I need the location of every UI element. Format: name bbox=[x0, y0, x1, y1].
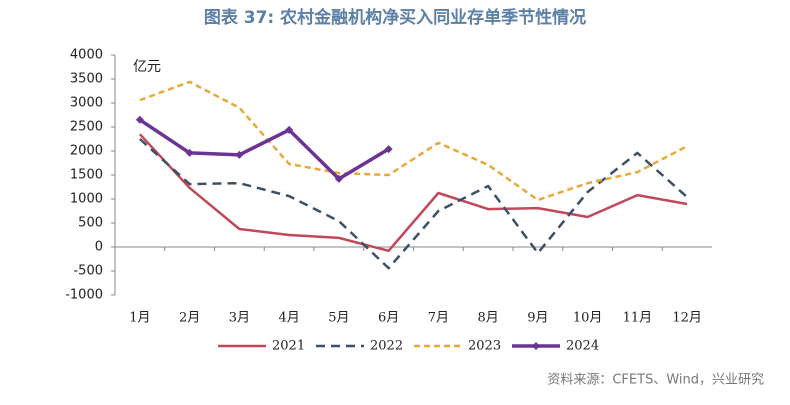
y-tick-label: 1500 bbox=[70, 168, 103, 183]
chart-title: 图表 37: 农村金融机构净买入同业存单季节性情况 bbox=[204, 7, 586, 28]
y-tick-label: 3500 bbox=[70, 72, 103, 87]
legend-label: 2024 bbox=[566, 339, 599, 354]
y-tick-label: 4000 bbox=[70, 48, 103, 63]
y-tick-label: -500 bbox=[73, 264, 103, 279]
x-tick-label: 3月 bbox=[229, 311, 250, 326]
source: 资料来源：CFETS、Wind，兴业研究 bbox=[547, 373, 764, 388]
x-tick-label: 10月 bbox=[573, 311, 603, 326]
y-tick-label: -1000 bbox=[65, 288, 103, 303]
x-tick-label: 12月 bbox=[672, 311, 702, 326]
y-tick-label: 0 bbox=[95, 240, 103, 255]
series-marker bbox=[135, 115, 144, 124]
x-tick-label: 11月 bbox=[623, 311, 653, 326]
x-tick-label: 6月 bbox=[378, 311, 399, 326]
x-tick-label: 2月 bbox=[179, 311, 200, 326]
legend-marker bbox=[532, 342, 540, 350]
y-tick-label: 500 bbox=[78, 216, 103, 231]
legend-label: 2022 bbox=[370, 339, 403, 354]
x-tick-label: 8月 bbox=[477, 311, 498, 326]
series-line bbox=[139, 138, 688, 270]
y-tick-label: 2000 bbox=[70, 144, 103, 159]
legend-label: 2021 bbox=[272, 339, 305, 354]
x-tick-label: 4月 bbox=[278, 311, 299, 326]
y-tick-label: 1000 bbox=[70, 192, 103, 207]
series-marker bbox=[384, 145, 393, 154]
x-tick-label: 5月 bbox=[328, 311, 349, 326]
y-axis-unit: 亿元 bbox=[133, 59, 161, 75]
series-marker bbox=[235, 150, 244, 159]
y-tick-label: 2500 bbox=[70, 120, 103, 135]
series-line bbox=[139, 80, 688, 202]
legend-label: 2023 bbox=[468, 339, 501, 354]
series-marker bbox=[185, 148, 194, 157]
series-marker bbox=[285, 125, 294, 134]
series-line bbox=[138, 133, 688, 253]
series-marker bbox=[334, 174, 343, 183]
y-tick-label: 3000 bbox=[70, 96, 103, 111]
x-tick-label: 1月 bbox=[129, 311, 150, 326]
x-tick-label: 7月 bbox=[428, 311, 449, 326]
series-line bbox=[138, 118, 390, 181]
x-tick-label: 9月 bbox=[527, 311, 548, 326]
